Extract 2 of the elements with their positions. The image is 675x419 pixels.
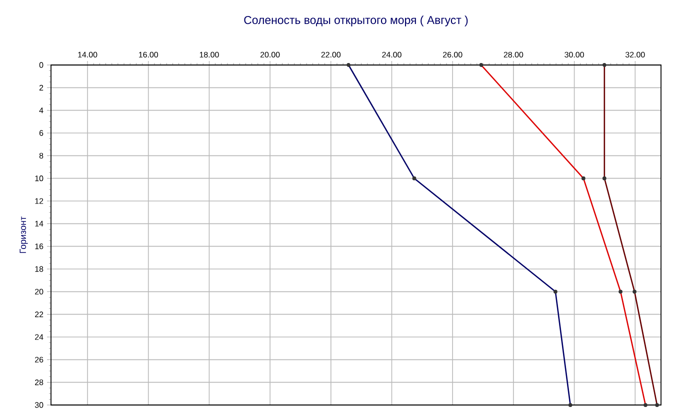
y-axis-title: Горизонт xyxy=(20,216,28,253)
chart-title: Соленость воды открытого моря ( Август ) xyxy=(244,16,468,26)
